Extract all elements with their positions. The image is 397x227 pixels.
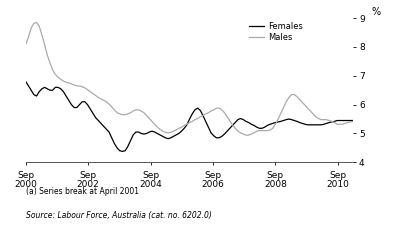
Legend: Females, Males: Females, Males <box>249 22 303 42</box>
Text: Source: Labour Force, Australia (cat. no. 6202.0): Source: Labour Force, Australia (cat. no… <box>26 211 212 220</box>
Text: (a) Series break at April 2001: (a) Series break at April 2001 <box>26 187 139 196</box>
Text: %: % <box>371 7 380 17</box>
